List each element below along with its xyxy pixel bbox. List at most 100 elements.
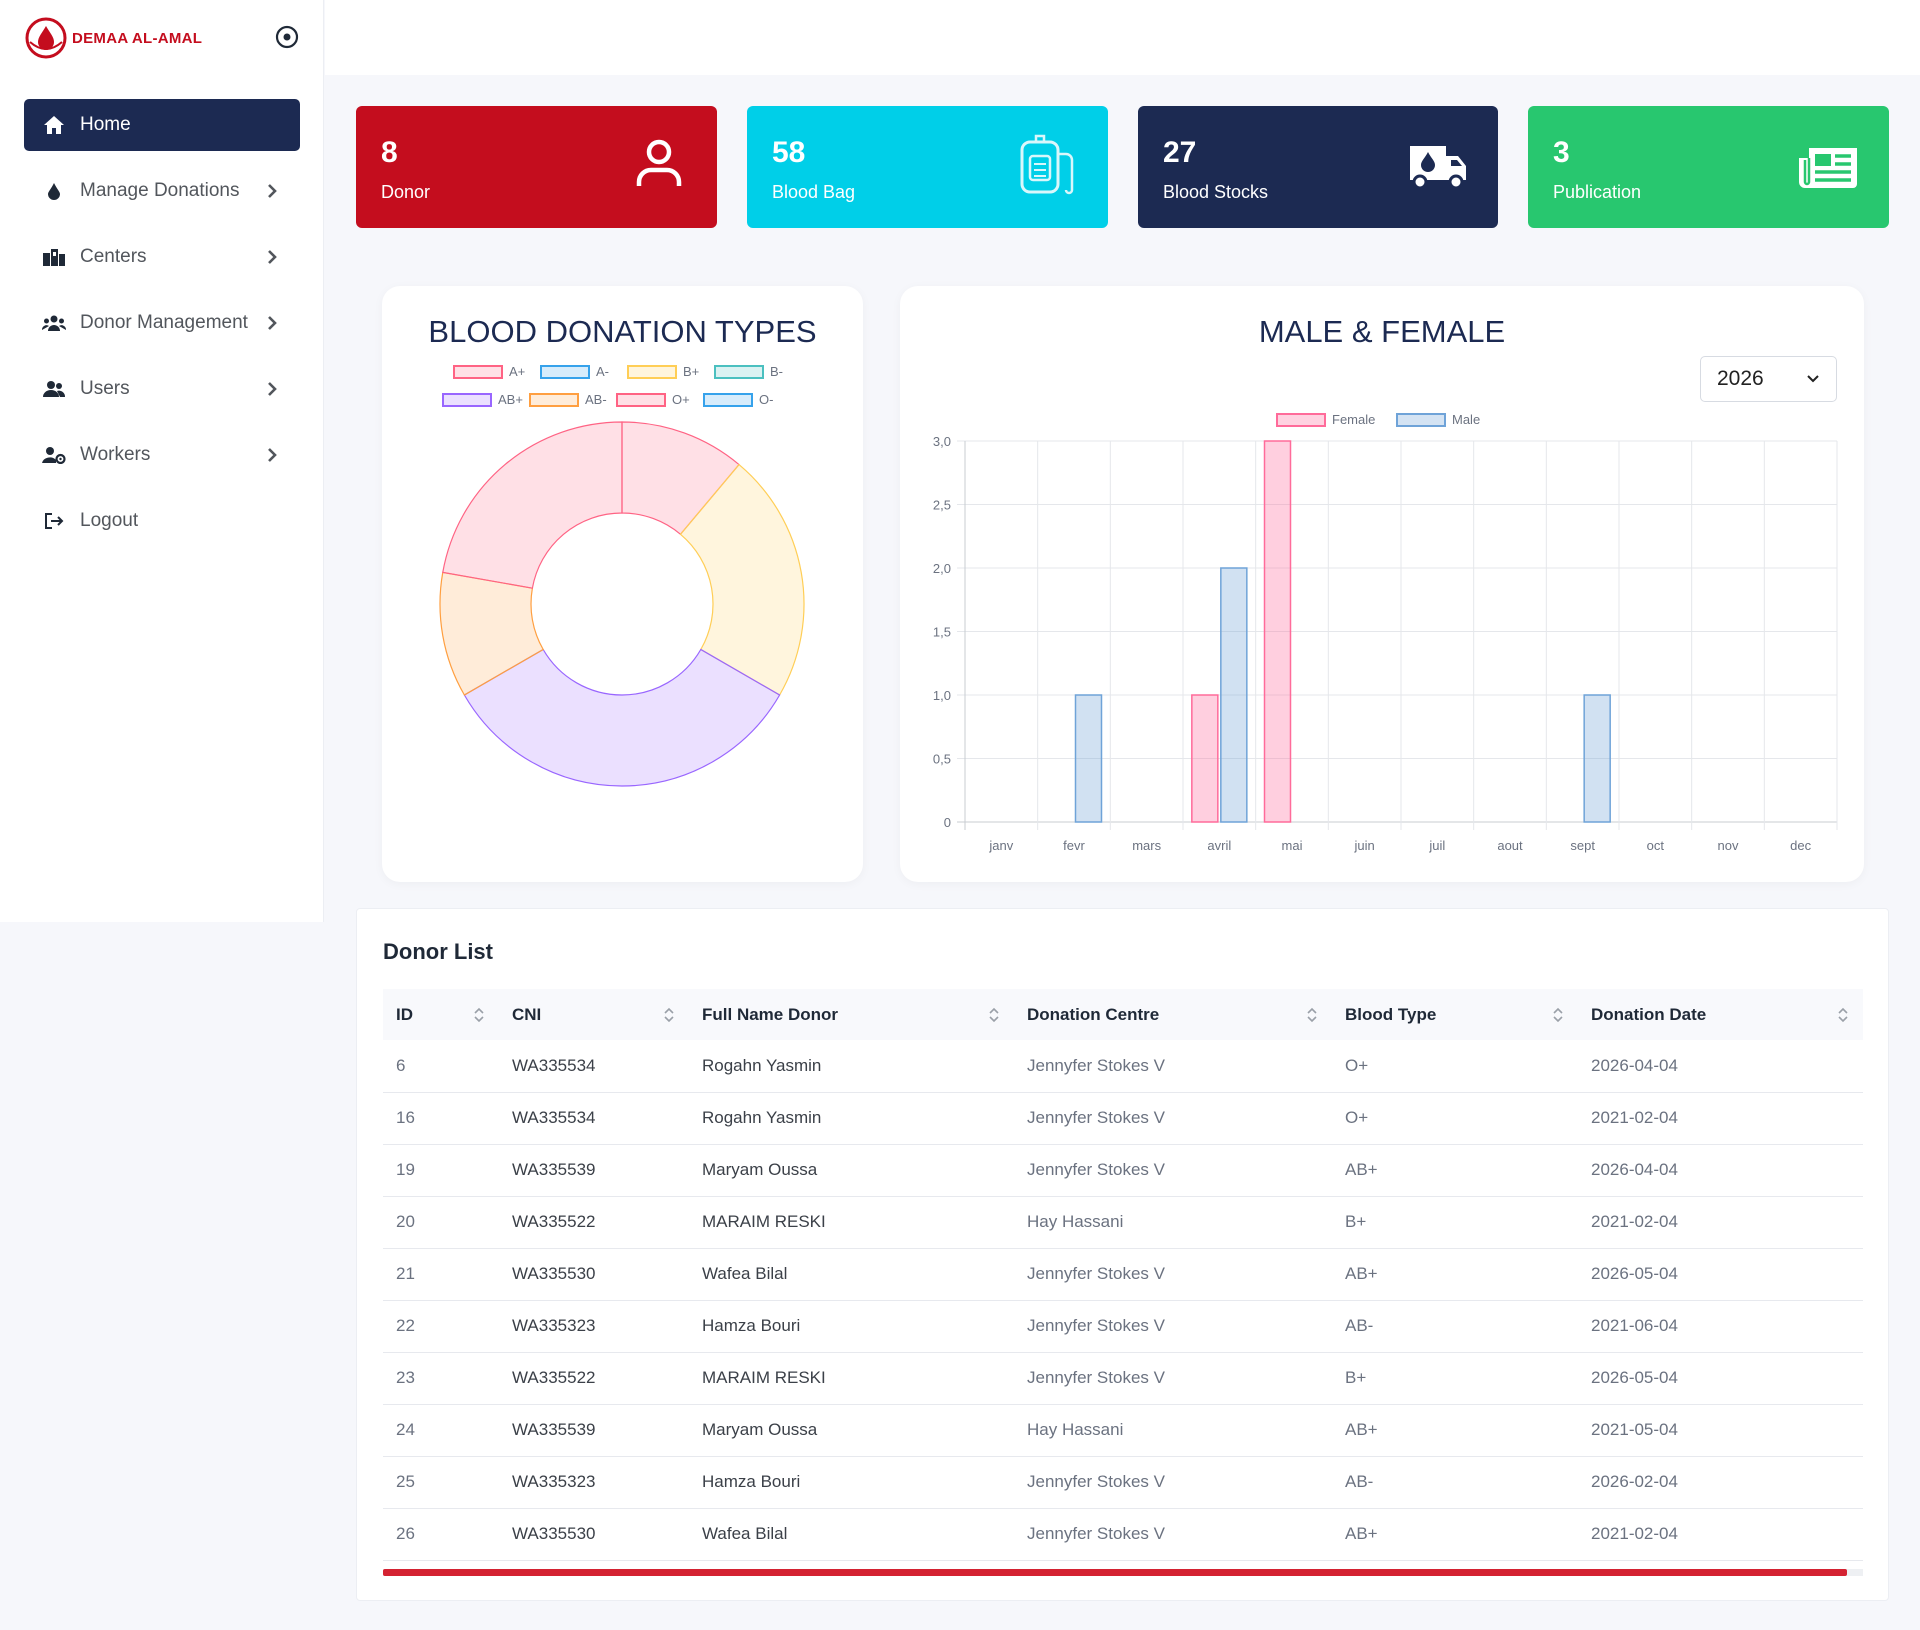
legend-label: Female [1332,412,1376,427]
column-header[interactable]: Blood Type [1332,989,1578,1040]
blood-drop-logo-icon [25,17,67,59]
home-icon [42,114,66,136]
legend-label: O- [759,392,774,407]
donation-types-chart [439,421,805,787]
scrollbar-thumb[interactable] [383,1569,1847,1576]
table-cell: WA335522 [499,1352,689,1405]
table-cell: 2021-06-04 [1578,1300,1863,1353]
table-row[interactable]: 26 WA335530 Wafea Bilal Jennyfer Stokes V AB… [383,1508,1863,1561]
brand-logo[interactable]: DEMAA AL-AMAL [24,16,202,60]
table-cell: 22 [383,1300,499,1353]
y-tick-label: 2,0 [933,561,951,576]
stat-card-donor[interactable]: 8 Donor [356,106,717,228]
table-cell: 2026-02-04 [1578,1456,1863,1509]
sidebar-footer-area [0,922,324,1630]
table-cell: O+ [1332,1040,1578,1093]
sidebar-item-workers[interactable]: Workers [24,429,300,481]
bar-male-fevr [1074,694,1103,823]
table-cell: 23 [383,1352,499,1405]
table-cell: AB+ [1332,1248,1578,1301]
table-row[interactable]: 16 WA335534 Rogahn Yasmin Jennyfer Stokes V… [383,1092,1863,1145]
x-tick-label: janv [988,838,1013,853]
bar-legend-item[interactable]: Female [1276,412,1375,427]
table-cell: Jennyfer Stokes V [1014,1508,1332,1561]
table-cell: Jennyfer Stokes V [1014,1040,1332,1093]
column-header[interactable]: Donation Centre [1014,989,1332,1040]
sidebar-item-users[interactable]: Users [24,363,300,415]
table-row[interactable]: 25 WA335323 Hamza Bouri Jennyfer Stokes V AB… [383,1456,1863,1509]
legend-label: O+ [672,392,690,407]
blood-drop-icon [42,180,66,202]
pie-legend-item[interactable]: AB+ [442,392,523,407]
table-cell: WA335534 [499,1040,689,1093]
table-cell: WA335539 [499,1404,689,1457]
column-header[interactable]: Donation Date [1578,989,1863,1040]
table-cell: Rogahn Yasmin [689,1040,1014,1093]
sort-icon[interactable] [1837,1006,1849,1024]
legend-swatch [703,392,753,407]
sidebar-toggle-icon[interactable] [274,24,300,50]
sidebar-item-centers[interactable]: Centers [24,231,300,283]
donor-list-card: Donor List ID CNI Full Name Donor Donation … [356,908,1889,1601]
stat-card-publication[interactable]: 3 Publication [1528,106,1889,228]
stat-value: 27 [1163,136,1197,169]
column-header-label: Blood Type [1345,1004,1437,1024]
sort-icon[interactable] [473,1006,485,1024]
donation-types-panel: BLOOD DONATION TYPES A+ A- B+ B- AB+ AB- O+ O- [382,286,863,882]
sidebar-item-label: Users [80,378,130,399]
table-cell: Jennyfer Stokes V [1014,1300,1332,1353]
legend-label: A+ [509,364,526,379]
people-group-icon [42,312,66,334]
table-row[interactable]: 24 WA335539 Maryam Oussa Hay Hassani AB+ 2021… [383,1404,1863,1457]
table-cell: O+ [1332,1092,1578,1145]
bar-male-sept [1583,694,1611,823]
legend-swatch [529,392,579,407]
column-header[interactable]: ID [383,989,499,1040]
pie-legend-item[interactable]: O+ [616,392,690,407]
table-cell: WA335323 [499,1456,689,1509]
horizontal-scrollbar[interactable] [383,1569,1863,1576]
sidebar-item-label: Donor Management [80,312,248,333]
table-cell: AB+ [1332,1508,1578,1561]
stat-value: 58 [772,136,806,169]
sidebar-item-manage-donations[interactable]: Manage Donations [24,165,300,217]
sort-icon[interactable] [1306,1006,1318,1024]
table-cell: MARAIM RESKI [689,1352,1014,1405]
column-header[interactable]: CNI [499,989,689,1040]
pie-legend-item[interactable]: B+ [627,364,699,379]
table-row[interactable]: 22 WA335323 Hamza Bouri Jennyfer Stokes V AB… [383,1300,1863,1353]
pie-legend-item[interactable]: AB- [529,392,607,407]
year-select[interactable]: 2026 [1700,356,1837,402]
sidebar-item-donor-management[interactable]: Donor Management [24,297,300,349]
table-cell: AB- [1332,1300,1578,1353]
stat-card-blood-stocks[interactable]: 27 Blood Stocks [1138,106,1498,228]
legend-label: AB- [585,392,607,407]
sort-icon[interactable] [1552,1006,1564,1024]
column-header[interactable]: Full Name Donor [689,989,1014,1040]
stat-card-blood-bag[interactable]: 58 Blood Bag [747,106,1108,228]
sort-icon[interactable] [988,1006,1000,1024]
pie-legend-item[interactable]: A- [540,364,609,379]
table-row[interactable]: 21 WA335530 Wafea Bilal Jennyfer Stokes V AB… [383,1248,1863,1301]
pie-legend-item[interactable]: O- [703,392,773,407]
chevron-right-icon [268,184,277,198]
table-cell: Jennyfer Stokes V [1014,1456,1332,1509]
legend-swatch [453,364,503,379]
x-tick-label: sept [1570,838,1595,853]
legend-swatch [442,392,492,407]
table-cell: 21 [383,1248,499,1301]
bar-legend-item[interactable]: Male [1396,412,1480,427]
table-cell: 2026-05-04 [1578,1352,1863,1405]
sidebar-item-home[interactable]: Home [24,99,300,151]
sort-icon[interactable] [663,1006,675,1024]
pie-legend-item[interactable]: A+ [453,364,525,379]
top-bar [325,0,1920,75]
sidebar-item-logout[interactable]: Logout [24,495,300,547]
sidebar-item-label: Manage Donations [80,180,240,201]
table-row[interactable]: 20 WA335522 MARAIM RESKI Hay Hassani B+ 2021-… [383,1196,1863,1249]
pie-legend-item[interactable]: B- [714,364,783,379]
chevron-down-icon [1807,375,1819,383]
